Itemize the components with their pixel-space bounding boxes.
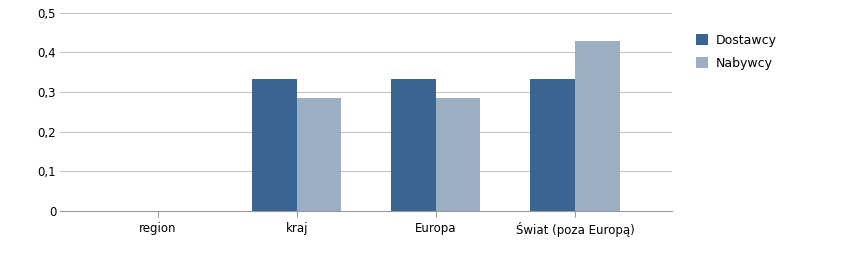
Legend: Dostawcy, Nabywcy: Dostawcy, Nabywcy — [690, 29, 781, 75]
Bar — [436, 98, 480, 211]
Bar — [530, 79, 574, 211]
Bar — [391, 79, 436, 211]
Bar — [296, 98, 341, 211]
Bar — [574, 41, 619, 211]
Bar — [252, 79, 296, 211]
